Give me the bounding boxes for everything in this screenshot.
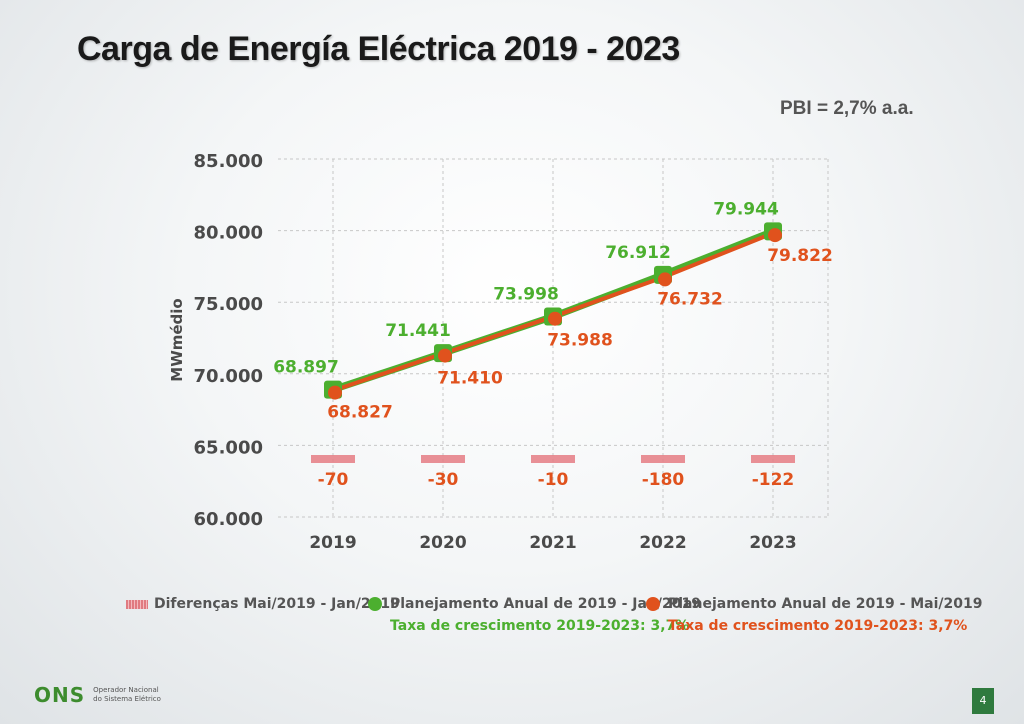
legend-mai-label: Planejamento Anual de 2019 - Mai/2019: [668, 596, 983, 612]
data-label-mai: 68.827: [327, 403, 393, 423]
y-tick-label: 75.000: [194, 294, 263, 315]
y-tick-label: 60.000: [194, 509, 263, 530]
legend-mai-growth: Taxa de crescimento 2019-2023: 3,7%: [668, 618, 968, 634]
data-label-jan: 79.944: [713, 199, 779, 219]
y-axis-label: MWmédio: [168, 298, 186, 381]
grid-layer: 60.000 65.000 70.000 75.000 80.000 85.000 2019…: [168, 151, 829, 553]
marker-mai: [658, 272, 672, 287]
org-line-1: Operador Nacional: [93, 686, 159, 694]
data-label-jan: 68.897: [273, 358, 339, 378]
page-number: 4: [972, 688, 994, 714]
data-label-jan: 71.441: [385, 321, 451, 341]
legend-diff-label: Diferenças Mai/2019 - Jan/2019: [154, 596, 400, 612]
x-tick-label: 2019: [309, 533, 356, 553]
data-label-mai: 73.988: [547, 331, 613, 351]
difference-bar: [751, 455, 795, 463]
org-line-2: do Sistema Elétrico: [93, 695, 161, 703]
y-tick-label: 65.000: [194, 437, 263, 458]
logo-text: ONS: [34, 683, 86, 707]
data-label-mai: 76.732: [657, 289, 723, 309]
y-tick-label: 70.000: [194, 366, 263, 387]
y-tick-label: 85.000: [194, 151, 263, 172]
y-tick-label: 80.000: [194, 223, 263, 244]
legend-diff-swatch: [126, 599, 148, 609]
difference-bar: [641, 455, 685, 463]
ons-logo: ONS Operador Nacional do Sistema Elétric…: [34, 683, 161, 707]
marker-mai: [768, 228, 782, 243]
marker-mai: [548, 311, 562, 326]
legend-jan-swatch: [368, 597, 382, 611]
difference-bars: -70 -30 -10 -180 -122: [311, 455, 795, 490]
data-label-jan: 76.912: [605, 243, 671, 263]
legend-mai: Planejamento Anual de 2019 - Mai/2019 Ta…: [646, 596, 983, 634]
pbi-annotation: PBI = 2,7% a.a.: [780, 98, 914, 119]
logo-subtitle: Operador Nacional do Sistema Elétrico: [93, 686, 161, 704]
data-labels: 68.897 71.441 73.998 76.912 79.944 68.827 71.4…: [273, 199, 833, 422]
difference-bar: [421, 455, 465, 463]
difference-label: -10: [538, 470, 569, 490]
difference-label: -70: [318, 470, 349, 490]
difference-label: -122: [752, 470, 795, 490]
data-label-mai: 71.410: [437, 369, 503, 389]
legend-jan: Planejamento Anual de 2019 - Jan/2019 Ta…: [368, 596, 701, 634]
x-tick-label: 2023: [749, 533, 796, 553]
legend-diff: Diferenças Mai/2019 - Jan/2019: [126, 596, 400, 612]
x-tick-label: 2021: [529, 533, 576, 553]
legend-jan-growth: Taxa de crescimento 2019-2023: 3,7%: [390, 618, 690, 634]
data-label-jan: 73.998: [493, 285, 559, 305]
marker-mai: [328, 385, 342, 400]
legend-jan-label: Planejamento Anual de 2019 - Jan/2019: [390, 596, 701, 612]
x-tick-label: 2022: [639, 533, 686, 553]
series-lines: [324, 222, 782, 400]
page-title: Carga de Energía Eléctrica 2019 - 2023: [77, 30, 680, 68]
x-tick-label: 2020: [419, 533, 466, 553]
difference-label: -180: [642, 470, 685, 490]
marker-mai: [438, 348, 452, 363]
legend-mai-swatch: [646, 597, 660, 611]
data-label-mai: 79.822: [767, 246, 833, 266]
difference-label: -30: [428, 470, 459, 490]
difference-bar: [311, 455, 355, 463]
difference-bar: [531, 455, 575, 463]
